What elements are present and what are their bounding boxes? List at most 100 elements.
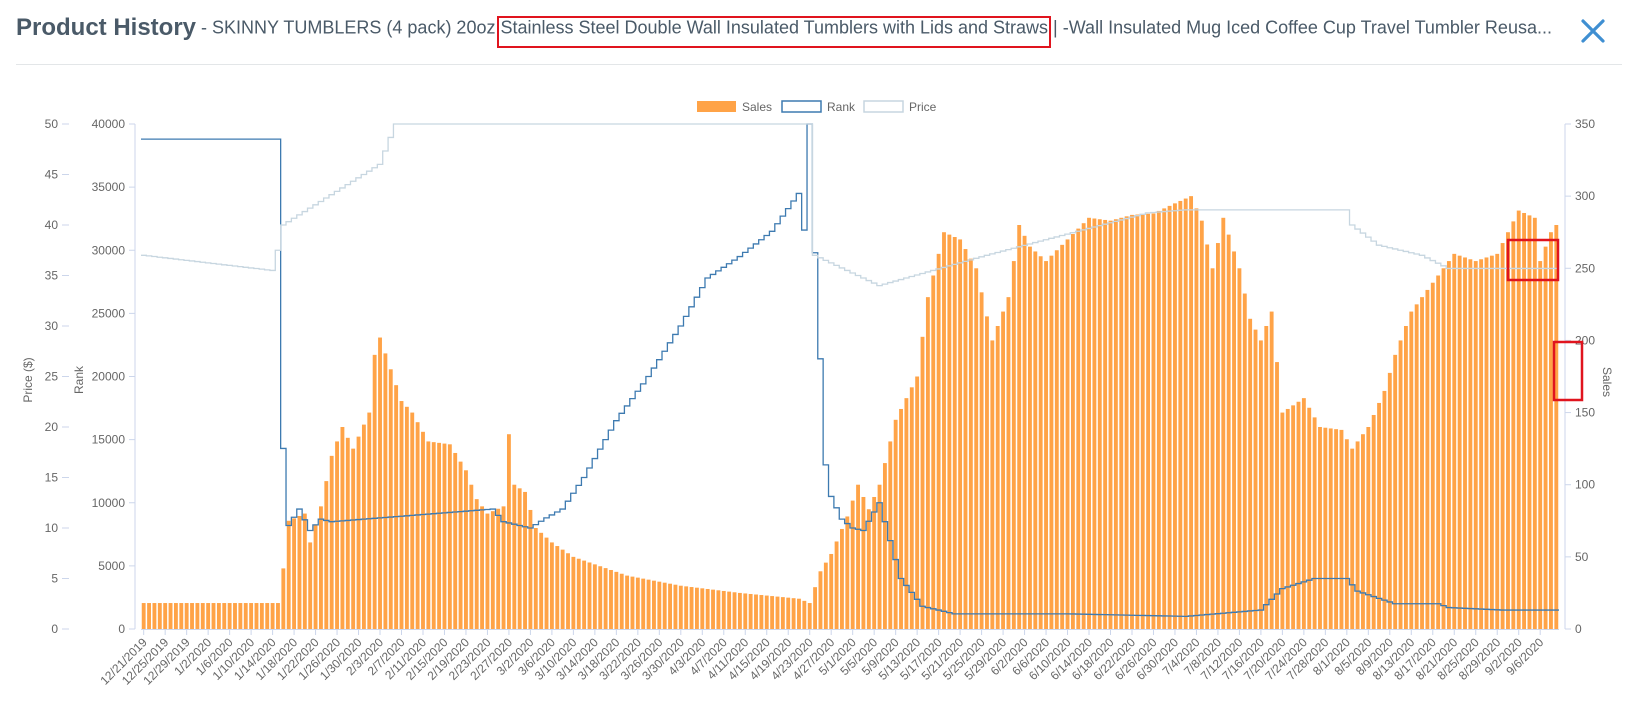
sales-bar: [1323, 427, 1328, 629]
sales-bar: [141, 603, 146, 629]
sales-bar: [850, 500, 855, 629]
sales-bar: [1194, 208, 1199, 629]
sales-bar: [748, 593, 753, 629]
sales-bar: [716, 590, 721, 629]
sales-bar: [630, 576, 635, 629]
sales-bar: [308, 542, 313, 629]
sales-bar: [1253, 329, 1258, 629]
sales-bar: [979, 292, 984, 629]
sales-bar: [1414, 304, 1419, 629]
close-icon: [1581, 19, 1605, 43]
sales-bar: [1076, 228, 1081, 630]
sales-bar: [1226, 234, 1231, 629]
sales-bar: [1532, 217, 1537, 630]
sales-bar: [909, 387, 914, 629]
sales-bar: [206, 603, 211, 629]
sales-bar: [1006, 297, 1011, 629]
sales-bar: [1124, 216, 1129, 629]
sales-bar: [807, 603, 812, 629]
sales-bar: [775, 596, 780, 629]
rank-tick-label: 30000: [92, 243, 126, 257]
sales-bar: [1285, 408, 1290, 629]
legend-item-price[interactable]: Price: [863, 100, 937, 114]
price-tick-label: 10: [45, 521, 59, 535]
rank-tick-label: 15000: [92, 433, 126, 447]
sales-bar: [995, 326, 1000, 629]
sales-bar: [974, 268, 979, 629]
legend-item-rank[interactable]: Rank: [781, 100, 856, 114]
legend-item-sales[interactable]: Sales: [697, 100, 772, 114]
price-tick-label: 5: [51, 572, 58, 586]
sales-bar: [829, 553, 834, 629]
sales-bar: [882, 463, 887, 629]
sales-bar: [281, 568, 286, 629]
sales-bar: [1167, 205, 1172, 629]
sales-tick-label: 0: [1575, 622, 1582, 636]
sales-bar: [447, 444, 452, 629]
sales-bar: [1038, 256, 1043, 629]
sales-bar: [582, 560, 587, 629]
sales-bar: [1318, 427, 1322, 629]
sales-bar: [668, 583, 672, 629]
sales-bar: [576, 558, 581, 629]
sales-bar: [147, 603, 151, 629]
sales-bar: [1097, 219, 1102, 630]
sales-bar: [646, 579, 651, 629]
sales-bar: [1420, 297, 1424, 629]
sales-bar: [168, 603, 173, 629]
sales-bar: [1103, 219, 1108, 629]
sales-bar: [1484, 257, 1489, 629]
sales-bar: [754, 594, 758, 629]
sales-bar: [1361, 434, 1365, 629]
sales-bar: [893, 419, 898, 629]
sales-bar: [791, 598, 796, 629]
sales-bar: [335, 441, 339, 629]
price-tick-label: 0: [51, 622, 58, 636]
sales-bar: [866, 509, 871, 629]
legend-label-rank: Rank: [827, 100, 856, 114]
sales-bar: [528, 509, 533, 629]
sales-bar: [1221, 217, 1226, 630]
sales-bar: [1146, 213, 1151, 629]
sales-bar: [1355, 441, 1360, 629]
rank-tick-label: 5000: [98, 559, 125, 573]
sales-bar: [394, 385, 399, 629]
sales-bar: [743, 593, 748, 629]
sales-tick-label: 200: [1575, 333, 1595, 347]
sales-bar: [1463, 257, 1467, 629]
sales-bar: [265, 603, 270, 629]
sales-bar: [802, 600, 807, 629]
sales-bar: [641, 578, 646, 629]
sales-bar: [1479, 259, 1484, 629]
sales-bar: [190, 603, 194, 629]
sales-bar: [410, 412, 415, 629]
sales-bar: [157, 603, 162, 629]
sales-bar: [1296, 401, 1301, 629]
header-divider: [16, 64, 1622, 65]
sales-bar: [1339, 429, 1344, 629]
sales-bar: [490, 511, 495, 629]
sales-bar: [1344, 439, 1349, 629]
sales-bar: [1178, 200, 1183, 629]
header: Product History - SKINNY TUMBLERS (4 pac…: [16, 14, 1556, 48]
sales-bar: [227, 603, 232, 629]
close-button[interactable]: [1576, 14, 1610, 48]
sales-bar: [254, 603, 259, 629]
sales-bar: [259, 603, 264, 629]
sales-bar: [1371, 414, 1376, 629]
sales-bar: [662, 582, 667, 629]
sales-bar: [1538, 261, 1543, 629]
sales-bar: [942, 232, 946, 629]
sales-bar: [469, 484, 474, 629]
sales-tick-label: 350: [1575, 117, 1595, 131]
sales-bar: [1130, 214, 1134, 629]
sales-bar: [1473, 261, 1478, 629]
sales-bar: [437, 442, 442, 629]
sales-bar: [700, 588, 705, 629]
highlight-box-title: [497, 16, 1052, 48]
sales-bar: [1140, 214, 1145, 629]
sales-bar: [1425, 289, 1430, 629]
highlight-box-sales-label: [1552, 340, 1584, 402]
sales-bar: [786, 597, 791, 629]
